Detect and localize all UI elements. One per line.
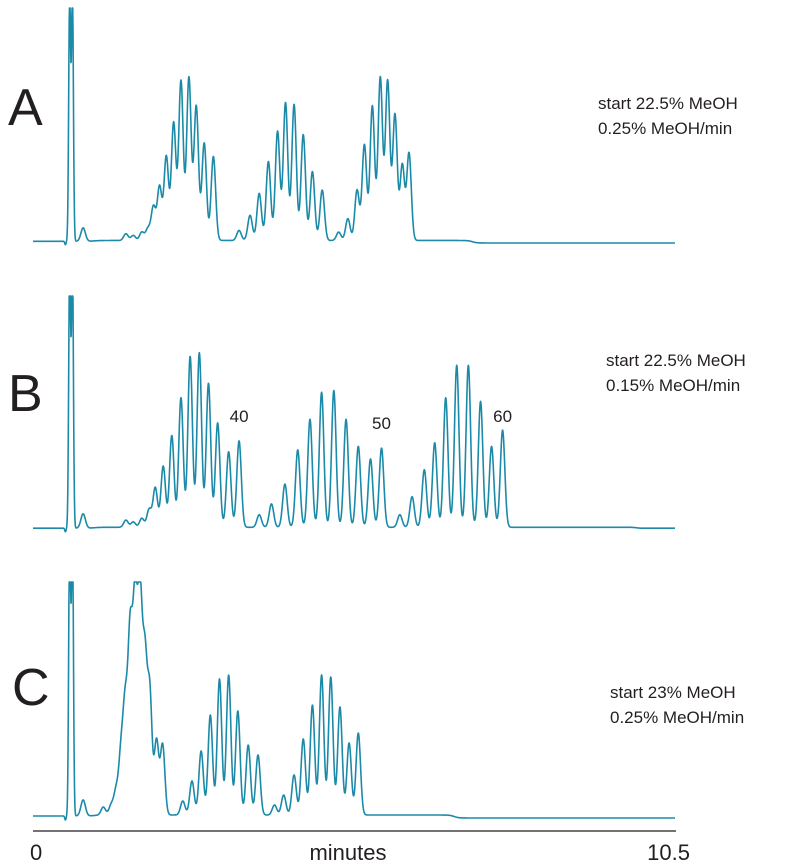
chromatogram-trace-b — [32, 295, 676, 533]
panel-letter-a: A — [8, 79, 43, 137]
peak-label-40: 40 — [230, 407, 249, 426]
condition-start-b: start 22.5% MeOH — [606, 351, 746, 370]
condition-start-c: start 23% MeOH — [610, 683, 736, 702]
panel-letter-b: B — [8, 365, 43, 423]
peak-label-50: 50 — [372, 414, 391, 433]
condition-start-a: start 22.5% MeOH — [598, 94, 738, 113]
x-axis-title: minutes — [309, 840, 386, 865]
chromatogram-trace-a — [32, 7, 676, 246]
chromatogram-trace-c — [32, 581, 676, 821]
peak-number-labels: 40 50 60 — [230, 407, 512, 433]
panel-b: B start 22.5% MeOH 0.15% MeOH/min 40 50 60 — [8, 295, 746, 533]
condition-gradient-a: 0.25% MeOH/min — [598, 119, 732, 138]
panel-a: A start 22.5% MeOH 0.25% MeOH/min — [8, 7, 738, 246]
x-axis-start-label: 0 — [30, 840, 42, 865]
panel-c: C start 23% MeOH 0.25% MeOH/min — [12, 581, 744, 821]
condition-gradient-b: 0.15% MeOH/min — [606, 376, 740, 395]
peak-label-60: 60 — [493, 407, 512, 426]
x-axis: 0 minutes 10.5 — [30, 830, 690, 865]
panel-letter-c: C — [12, 659, 50, 717]
condition-gradient-c: 0.25% MeOH/min — [610, 708, 744, 727]
x-axis-end-label: 10.5 — [647, 840, 690, 865]
